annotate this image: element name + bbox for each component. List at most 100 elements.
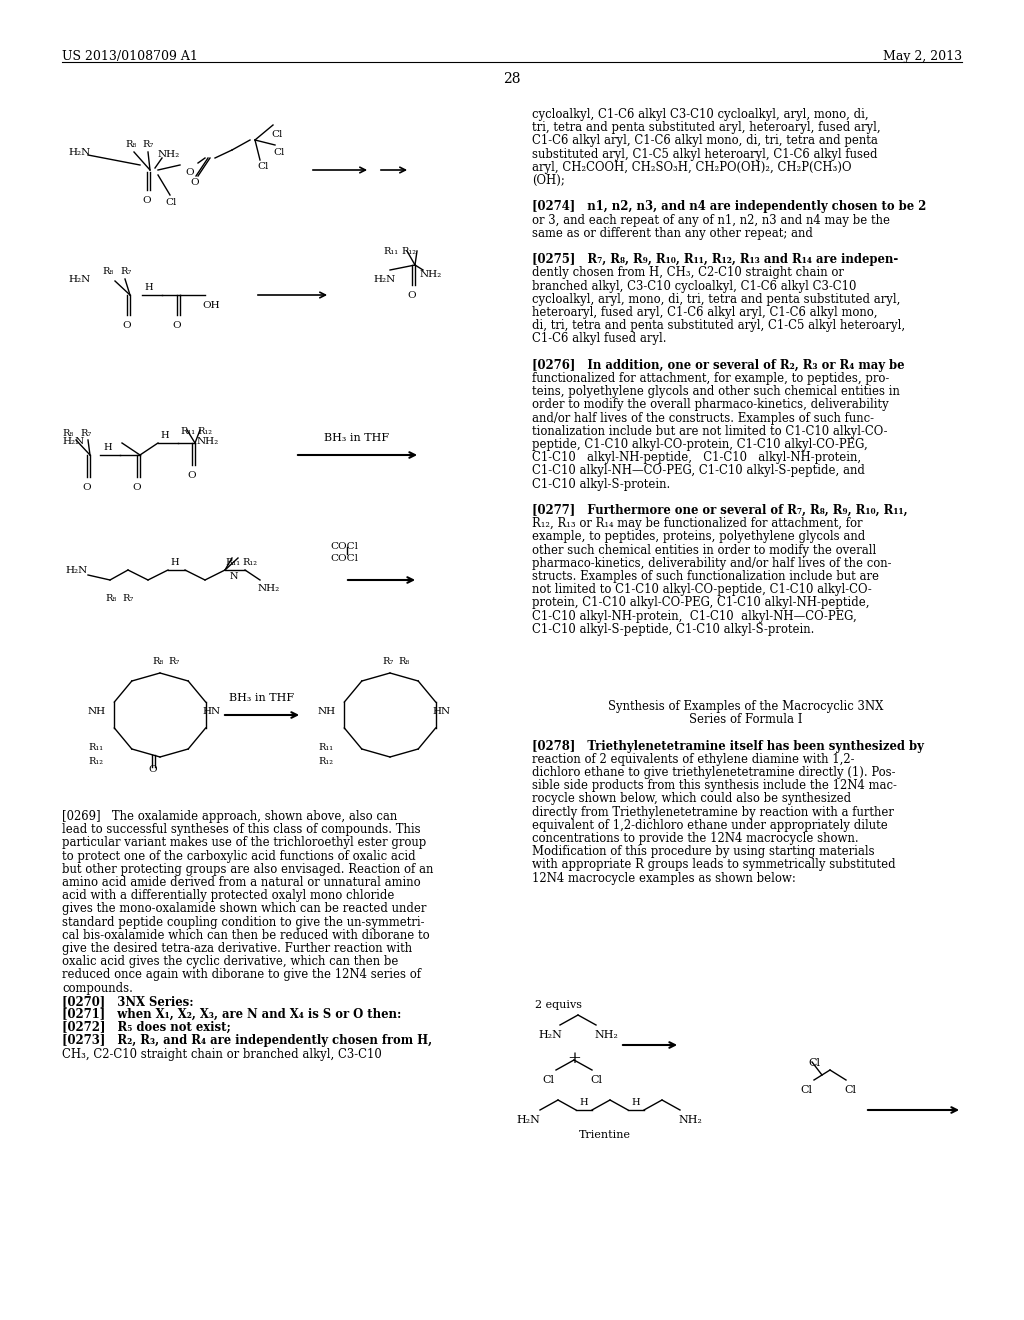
Text: O: O	[82, 483, 91, 492]
Text: COCl: COCl	[330, 554, 358, 564]
Text: Cl: Cl	[273, 148, 285, 157]
Text: pharmaco-kinetics, deliverability and/or half lives of the con-: pharmaco-kinetics, deliverability and/or…	[532, 557, 892, 570]
Text: NH₂: NH₂	[420, 271, 442, 279]
Text: di, tri, tetra and penta substituted aryl, C1-C5 alkyl heteroaryl,: di, tri, tetra and penta substituted ary…	[532, 319, 905, 333]
Text: cal bis-oxalamide which can then be reduced with diborane to: cal bis-oxalamide which can then be redu…	[62, 929, 430, 941]
Text: [0274]   n1, n2, n3, and n4 are independently chosen to be 2: [0274] n1, n2, n3, and n4 are independen…	[532, 201, 927, 214]
Text: 28: 28	[503, 73, 521, 86]
Text: [0273]   R₂, R₃, and R₄ are independently chosen from H,: [0273] R₂, R₃, and R₄ are independently …	[62, 1035, 432, 1047]
Text: not limited to C1-C10 alkyl-CO-peptide, C1-C10 alkyl-CO-: not limited to C1-C10 alkyl-CO-peptide, …	[532, 583, 871, 597]
Text: cycloalkyl, aryl, mono, di, tri, tetra and penta substituted aryl,: cycloalkyl, aryl, mono, di, tri, tetra a…	[532, 293, 900, 306]
Text: Cl: Cl	[257, 162, 268, 172]
Text: teins, polyethylene glycols and other such chemical entities in: teins, polyethylene glycols and other su…	[532, 385, 900, 399]
Text: NH: NH	[88, 708, 106, 715]
Text: BH₃ in THF: BH₃ in THF	[229, 693, 295, 704]
Text: HN: HN	[202, 708, 220, 715]
Text: [0270]   3NX Series:: [0270] 3NX Series:	[62, 995, 194, 1007]
Text: R₇: R₇	[382, 657, 393, 667]
Text: rocycle shown below, which could also be synthesized: rocycle shown below, which could also be…	[532, 792, 851, 805]
Text: [0275]   R₇, R₈, R₉, R₁₀, R₁₁, R₁₂, R₁₃ and R₁₄ are indepen-: [0275] R₇, R₈, R₉, R₁₀, R₁₁, R₁₂, R₁₃ an…	[532, 253, 898, 267]
Text: R₁₁: R₁₁	[88, 743, 103, 752]
Text: [0276]   In addition, one or several of R₂, R₃ or R₄ may be: [0276] In addition, one or several of R₂…	[532, 359, 904, 372]
Text: branched alkyl, C3-C10 cycloalkyl, C1-C6 alkyl C3-C10: branched alkyl, C3-C10 cycloalkyl, C1-C6…	[532, 280, 856, 293]
Text: R₁₂: R₁₂	[88, 756, 103, 766]
Text: give the desired tetra-aza derivative. Further reaction with: give the desired tetra-aza derivative. F…	[62, 942, 412, 954]
Text: CH₃, C2-C10 straight chain or branched alkyl, C3-C10: CH₃, C2-C10 straight chain or branched a…	[62, 1048, 382, 1060]
Text: particular variant makes use of the trichloroethyl ester group: particular variant makes use of the tric…	[62, 837, 426, 849]
Text: H: H	[160, 432, 169, 440]
Text: NH₂: NH₂	[258, 583, 281, 593]
Text: May 2, 2013: May 2, 2013	[883, 50, 962, 63]
Text: protein, C1-C10 alkyl-CO-PEG, C1-C10 alkyl-NH-peptide,: protein, C1-C10 alkyl-CO-PEG, C1-C10 alk…	[532, 597, 869, 610]
Text: R₈: R₈	[125, 140, 136, 149]
Text: H₂N: H₂N	[68, 148, 90, 157]
Text: C1-C10 alkyl-S-peptide, C1-C10 alkyl-S-protein.: C1-C10 alkyl-S-peptide, C1-C10 alkyl-S-p…	[532, 623, 814, 636]
Text: R₁₁: R₁₁	[318, 743, 333, 752]
Text: [0277]   Furthermore one or several of R₇, R₈, R₉, R₁₀, R₁₁,: [0277] Furthermore one or several of R₇,…	[532, 504, 907, 517]
Text: C1-C10 alkyl-S-protein.: C1-C10 alkyl-S-protein.	[532, 478, 671, 491]
Text: OH: OH	[202, 301, 219, 310]
Text: to protect one of the carboxylic acid functions of oxalic acid: to protect one of the carboxylic acid fu…	[62, 850, 416, 862]
Text: R₁₂, R₁₃ or R₁₄ may be functionalized for attachment, for: R₁₂, R₁₃ or R₁₄ may be functionalized fo…	[532, 517, 862, 531]
Text: H₂N: H₂N	[68, 275, 90, 284]
Text: R₇: R₇	[120, 267, 131, 276]
Text: R₈: R₈	[62, 429, 74, 438]
Text: H₂N: H₂N	[65, 566, 87, 576]
Text: H₂N: H₂N	[538, 1030, 562, 1040]
Text: concentrations to provide the 12N4 macrocycle shown.: concentrations to provide the 12N4 macro…	[532, 832, 859, 845]
Text: C1-C6 alkyl aryl, C1-C6 alkyl mono, di, tri, tetra and penta: C1-C6 alkyl aryl, C1-C6 alkyl mono, di, …	[532, 135, 878, 148]
Text: peptide, C1-C10 alkyl-CO-protein, C1-C10 alkyl-CO-PEG,: peptide, C1-C10 alkyl-CO-protein, C1-C10…	[532, 438, 867, 451]
Text: R₇: R₇	[168, 657, 179, 667]
Text: R₁₂: R₁₂	[401, 247, 416, 256]
Text: (OH);: (OH);	[532, 174, 565, 187]
Text: sible side products from this synthesis include the 12N4 mac-: sible side products from this synthesis …	[532, 779, 897, 792]
Text: C1-C10 alkyl-NH—CO-PEG, C1-C10 alkyl-S-peptide, and: C1-C10 alkyl-NH—CO-PEG, C1-C10 alkyl-S-p…	[532, 465, 865, 478]
Text: structs. Examples of such functionalization include but are: structs. Examples of such functionalizat…	[532, 570, 879, 583]
Text: C1-C10   alkyl-NH-peptide,   C1-C10   alkyl-NH-protein,: C1-C10 alkyl-NH-peptide, C1-C10 alkyl-NH…	[532, 451, 861, 465]
Text: Cl: Cl	[800, 1085, 812, 1096]
Text: with appropriate R groups leads to symmetrically substituted: with appropriate R groups leads to symme…	[532, 858, 896, 871]
Text: dently chosen from H, CH₃, C2-C10 straight chain or: dently chosen from H, CH₃, C2-C10 straig…	[532, 267, 844, 280]
Text: tri, tetra and penta substituted aryl, heteroaryl, fused aryl,: tri, tetra and penta substituted aryl, h…	[532, 121, 881, 135]
Text: [0278]   Triethylenetetramine itself has been synthesized by: [0278] Triethylenetetramine itself has b…	[532, 739, 924, 752]
Text: functionalized for attachment, for example, to peptides, pro-: functionalized for attachment, for examp…	[532, 372, 889, 385]
Text: O: O	[148, 766, 157, 774]
Text: Modification of this procedure by using starting materials: Modification of this procedure by using …	[532, 845, 874, 858]
Text: substituted aryl, C1-C5 alkyl heteroaryl, C1-C6 alkyl fused: substituted aryl, C1-C5 alkyl heteroaryl…	[532, 148, 878, 161]
Text: reduced once again with diborane to give the 12N4 series of: reduced once again with diborane to give…	[62, 969, 421, 981]
Text: H: H	[144, 282, 153, 292]
Text: aryl, CH₂COOH, CH₂SO₃H, CH₂PO(OH)₂, CH₂P(CH₃)O: aryl, CH₂COOH, CH₂SO₃H, CH₂PO(OH)₂, CH₂P…	[532, 161, 852, 174]
Text: Cl: Cl	[808, 1059, 820, 1068]
Text: R₈: R₈	[105, 594, 117, 603]
Text: oxalic acid gives the cyclic derivative, which can then be: oxalic acid gives the cyclic derivative,…	[62, 956, 398, 968]
Text: heteroaryl, fused aryl, C1-C6 alkyl aryl, C1-C6 alkyl mono,: heteroaryl, fused aryl, C1-C6 alkyl aryl…	[532, 306, 878, 319]
Text: Trientine: Trientine	[579, 1130, 631, 1140]
Text: 2 equivs: 2 equivs	[535, 1001, 582, 1010]
Text: NH₂: NH₂	[158, 150, 180, 158]
Text: Cl: Cl	[542, 1074, 554, 1085]
Text: R₇: R₇	[80, 429, 91, 438]
Text: but other protecting groups are also envisaged. Reaction of an: but other protecting groups are also env…	[62, 863, 433, 875]
Text: N: N	[230, 572, 239, 581]
Text: lead to successful syntheses of this class of compounds. This: lead to successful syntheses of this cla…	[62, 824, 421, 836]
Text: BH₃ in THF: BH₃ in THF	[325, 433, 389, 444]
Text: [0272]   R₅ does not exist;: [0272] R₅ does not exist;	[62, 1022, 230, 1034]
Text: R₁₁: R₁₁	[383, 247, 398, 256]
Text: cycloalkyl, C1-C6 alkyl C3-C10 cycloalkyl, aryl, mono, di,: cycloalkyl, C1-C6 alkyl C3-C10 cycloalky…	[532, 108, 868, 121]
Text: R₁₂: R₁₂	[197, 426, 212, 436]
Text: O: O	[185, 168, 194, 177]
Text: standard peptide coupling condition to give the un-symmetri-: standard peptide coupling condition to g…	[62, 916, 425, 928]
Text: acid with a differentially protected oxalyl mono chloride: acid with a differentially protected oxa…	[62, 890, 394, 902]
Text: R₁₂: R₁₂	[318, 756, 333, 766]
Text: amino acid amide derived from a natural or unnatural amino: amino acid amide derived from a natural …	[62, 876, 421, 888]
Text: Cl: Cl	[590, 1074, 602, 1085]
Text: Cl: Cl	[844, 1085, 856, 1096]
Text: or 3, and each repeat of any of n1, n2, n3 and n4 may be the: or 3, and each repeat of any of n1, n2, …	[532, 214, 890, 227]
Text: O: O	[142, 195, 151, 205]
Text: H₂N: H₂N	[373, 275, 395, 284]
Text: [0269]   The oxalamide approach, shown above, also can: [0269] The oxalamide approach, shown abo…	[62, 810, 397, 822]
Text: order to modify the overall pharmaco-kinetics, deliverability: order to modify the overall pharmaco-kin…	[532, 399, 889, 412]
Text: O: O	[407, 290, 416, 300]
Text: R₈: R₈	[398, 657, 410, 667]
Text: Series of Formula I: Series of Formula I	[689, 713, 803, 726]
